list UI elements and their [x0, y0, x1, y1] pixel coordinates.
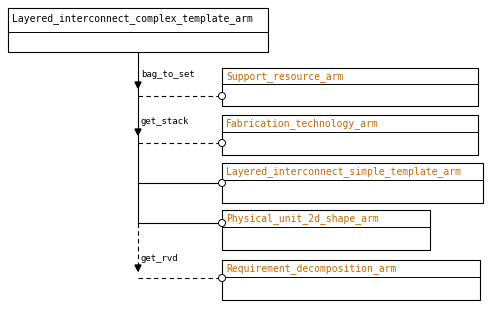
Bar — [222, 260, 480, 300]
Circle shape — [218, 180, 225, 187]
Circle shape — [218, 139, 225, 146]
Polygon shape — [135, 82, 141, 88]
Bar — [222, 115, 478, 155]
Text: get_stack: get_stack — [141, 117, 190, 126]
Bar — [222, 163, 483, 203]
Circle shape — [218, 219, 225, 226]
Bar — [8, 8, 268, 52]
Polygon shape — [135, 265, 141, 271]
Circle shape — [218, 274, 225, 281]
Text: Support_resource_arm: Support_resource_arm — [226, 71, 344, 82]
Bar — [222, 68, 478, 106]
Text: get_rvd: get_rvd — [141, 254, 179, 263]
Text: Layered_interconnect_simple_template_arm: Layered_interconnect_simple_template_arm — [226, 166, 461, 177]
Polygon shape — [135, 129, 141, 135]
Bar — [222, 210, 430, 250]
Text: Requirement_decomposition_arm: Requirement_decomposition_arm — [226, 263, 396, 274]
Text: Fabrication_technology_arm: Fabrication_technology_arm — [226, 118, 379, 129]
Text: Physical_unit_2d_shape_arm: Physical_unit_2d_shape_arm — [226, 213, 379, 224]
Text: Layered_interconnect_complex_template_arm: Layered_interconnect_complex_template_ar… — [12, 13, 253, 24]
Text: bag_to_set: bag_to_set — [141, 70, 195, 79]
Circle shape — [218, 92, 225, 99]
